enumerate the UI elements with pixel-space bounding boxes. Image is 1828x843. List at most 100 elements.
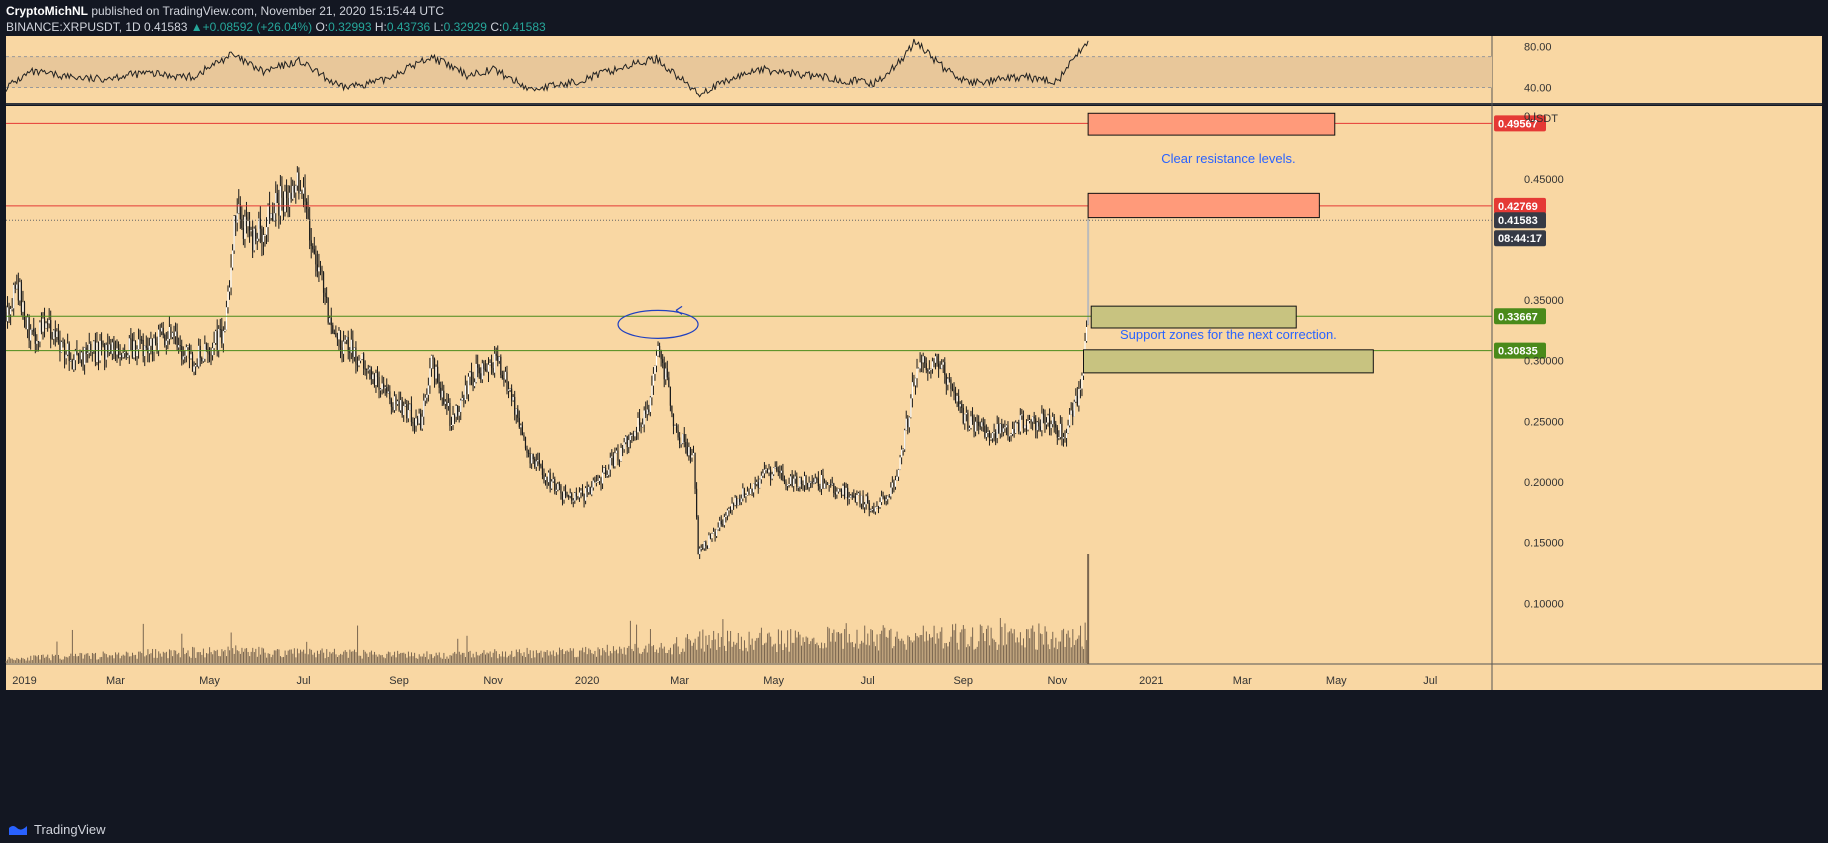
volume-bar bbox=[560, 650, 562, 663]
candle-body bbox=[951, 388, 954, 390]
volume-bar bbox=[219, 656, 221, 663]
candle-body bbox=[225, 307, 228, 330]
time-tick-label: Nov bbox=[1048, 675, 1068, 687]
candle-body bbox=[998, 424, 1000, 434]
candle-body bbox=[458, 411, 460, 416]
volume-bar bbox=[848, 633, 850, 663]
volume-bar bbox=[1086, 640, 1088, 663]
candle-body bbox=[543, 475, 545, 481]
candle-body bbox=[916, 368, 918, 379]
volume-bar bbox=[61, 659, 63, 663]
volume-bar bbox=[555, 652, 557, 663]
candle-body bbox=[800, 477, 803, 484]
tradingview-brand[interactable]: TradingView bbox=[8, 822, 106, 837]
candle-body bbox=[290, 192, 292, 199]
volume-bar bbox=[794, 630, 796, 663]
candle-body bbox=[93, 341, 95, 351]
volume-bar bbox=[534, 657, 536, 663]
volume-bar bbox=[17, 658, 19, 663]
candle-body bbox=[580, 490, 582, 493]
candle-body bbox=[342, 341, 345, 354]
volume-bar bbox=[269, 653, 271, 663]
candle-body bbox=[407, 410, 409, 419]
candle-body bbox=[746, 491, 749, 496]
volume-bar bbox=[446, 656, 448, 663]
volume-bar bbox=[252, 647, 254, 663]
candle-body bbox=[145, 345, 147, 348]
candle-body bbox=[170, 327, 172, 338]
candle-body bbox=[822, 475, 824, 489]
volume-bar bbox=[275, 650, 277, 663]
volume-bar bbox=[1038, 623, 1040, 663]
candle-body bbox=[766, 469, 769, 473]
candle-body bbox=[198, 345, 200, 367]
volume-bar bbox=[313, 652, 315, 663]
volume-bar bbox=[686, 634, 688, 663]
volume-bar bbox=[967, 644, 969, 663]
volume-bar bbox=[734, 644, 736, 663]
candle-body bbox=[783, 479, 786, 482]
volume-bar bbox=[517, 652, 519, 663]
candle-body bbox=[956, 395, 958, 402]
low-value: 0.32929 bbox=[443, 20, 487, 34]
candle-body bbox=[151, 338, 154, 352]
volume-bar bbox=[24, 659, 26, 663]
volume-bar bbox=[723, 645, 725, 663]
volume-bar bbox=[828, 628, 830, 663]
candle-body bbox=[640, 425, 642, 427]
volume-bar bbox=[915, 633, 917, 663]
candle-body bbox=[608, 469, 610, 475]
volume-bar bbox=[1027, 629, 1029, 663]
candle-body bbox=[218, 328, 220, 350]
volume-bar bbox=[347, 657, 349, 663]
volume-bar bbox=[412, 656, 414, 663]
volume-bar bbox=[350, 651, 352, 663]
candle-body bbox=[679, 437, 681, 444]
volume-bar bbox=[423, 653, 425, 663]
volume-bar bbox=[728, 641, 730, 663]
volume-bar-last bbox=[1087, 554, 1090, 664]
candle-body bbox=[137, 339, 140, 350]
candle-body bbox=[196, 364, 198, 367]
volume-bar bbox=[74, 653, 76, 663]
volume-bar bbox=[1012, 633, 1014, 663]
volume-bar bbox=[669, 647, 671, 663]
candle-body bbox=[409, 404, 411, 411]
candle-body bbox=[1048, 415, 1051, 428]
publisher-name[interactable]: CryptoMichNL bbox=[6, 4, 88, 18]
volume-bar bbox=[432, 657, 434, 663]
volume-bar bbox=[696, 649, 698, 663]
candle-body bbox=[507, 389, 510, 391]
volume-bar bbox=[565, 651, 567, 663]
candle-body bbox=[628, 440, 630, 448]
candle-body bbox=[11, 308, 13, 310]
candle-body bbox=[774, 467, 776, 469]
candle-body bbox=[905, 418, 907, 431]
candle-body bbox=[534, 459, 536, 467]
volume-bar bbox=[414, 652, 416, 663]
candle-body bbox=[595, 481, 597, 483]
candle-body bbox=[244, 216, 246, 239]
candle-body bbox=[450, 424, 453, 426]
volume-bar bbox=[637, 647, 639, 663]
candle-body bbox=[367, 369, 369, 371]
candle-body bbox=[76, 351, 78, 354]
volume-bar bbox=[87, 653, 89, 663]
candle-body bbox=[645, 410, 647, 415]
candle-body bbox=[213, 343, 215, 349]
volume-bar bbox=[367, 656, 369, 663]
volume-bar bbox=[955, 623, 957, 663]
candle-body bbox=[245, 216, 248, 227]
candle-body bbox=[742, 488, 744, 499]
candle-body bbox=[127, 355, 129, 358]
volume-bar bbox=[229, 650, 231, 663]
volume-bar bbox=[380, 655, 382, 663]
candle-body bbox=[22, 302, 24, 312]
volume-bar bbox=[266, 657, 268, 663]
support-zone bbox=[1090, 305, 1297, 329]
brand-name: TradingView bbox=[34, 822, 106, 837]
candle-body bbox=[754, 483, 756, 485]
candle-body bbox=[1053, 416, 1055, 424]
volume-bar bbox=[585, 646, 587, 663]
